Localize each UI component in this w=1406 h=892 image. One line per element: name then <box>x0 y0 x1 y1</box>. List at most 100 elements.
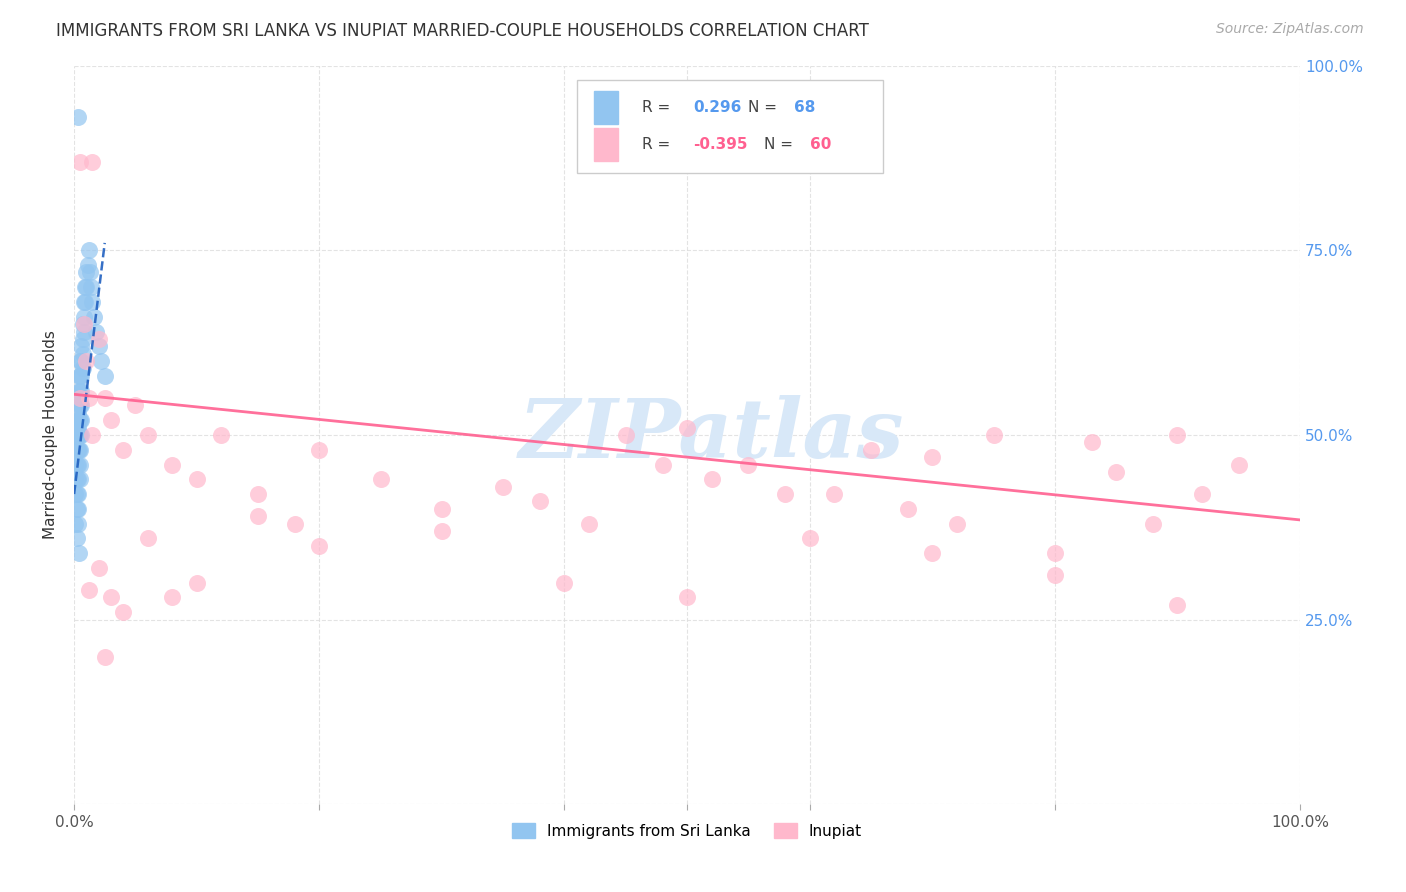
Point <box>1166 598 1188 612</box>
Point <box>430 501 453 516</box>
Point <box>80 280 103 294</box>
Point <box>66 442 89 457</box>
Point <box>75 280 97 294</box>
Point <box>186 575 208 590</box>
FancyBboxPatch shape <box>593 128 617 161</box>
Point <box>69 398 91 412</box>
Point <box>578 516 600 531</box>
Point <box>73 317 96 331</box>
Point <box>87 339 110 353</box>
Point <box>246 509 269 524</box>
Point <box>65 442 87 457</box>
Point <box>69 154 91 169</box>
Text: N =: N = <box>748 100 782 115</box>
Point <box>93 649 115 664</box>
Text: 60: 60 <box>810 137 831 153</box>
Point <box>921 546 943 560</box>
Legend: Immigrants from Sri Lanka, Inupiat: Immigrants from Sri Lanka, Inupiat <box>506 816 868 845</box>
Point <box>1080 435 1102 450</box>
Text: Source: ZipAtlas.com: Source: ZipAtlas.com <box>1216 22 1364 37</box>
Point <box>75 354 97 368</box>
Point <box>430 524 453 538</box>
FancyBboxPatch shape <box>593 92 617 124</box>
Point <box>136 532 159 546</box>
Point <box>87 561 110 575</box>
Point <box>67 546 90 560</box>
Point <box>72 317 94 331</box>
Point <box>66 391 89 405</box>
Point <box>1043 546 1066 560</box>
Point <box>70 384 93 398</box>
Point <box>69 428 91 442</box>
Point <box>945 516 967 531</box>
Point <box>67 398 90 412</box>
Point <box>66 111 89 125</box>
Text: -0.395: -0.395 <box>693 137 748 153</box>
Text: ZIPatlas: ZIPatlas <box>519 395 904 475</box>
Point <box>75 280 97 294</box>
Point <box>77 583 100 598</box>
Point <box>65 487 87 501</box>
Y-axis label: Married-couple Households: Married-couple Households <box>44 331 58 540</box>
Point <box>246 487 269 501</box>
Point <box>66 428 89 442</box>
Point <box>1043 568 1066 582</box>
Point <box>69 391 91 405</box>
Point <box>100 413 122 427</box>
Point <box>87 332 110 346</box>
Point <box>66 406 89 420</box>
Point <box>84 325 107 339</box>
Point <box>100 591 122 605</box>
Point <box>77 391 100 405</box>
Point <box>70 368 93 383</box>
Point <box>614 428 637 442</box>
Point <box>186 472 208 486</box>
Point <box>73 325 96 339</box>
Point <box>65 472 87 486</box>
Point <box>67 368 90 383</box>
Point <box>160 458 183 472</box>
Point <box>72 332 94 346</box>
Text: R =: R = <box>641 137 675 153</box>
Point <box>773 487 796 501</box>
Point <box>65 501 87 516</box>
Point <box>65 413 87 427</box>
Point <box>73 295 96 310</box>
Point <box>136 428 159 442</box>
Point <box>70 413 93 427</box>
Point <box>69 472 91 486</box>
Text: IMMIGRANTS FROM SRI LANKA VS INUPIAT MARRIED-COUPLE HOUSEHOLDS CORRELATION CHART: IMMIGRANTS FROM SRI LANKA VS INUPIAT MAR… <box>56 22 869 40</box>
Point <box>983 428 1005 442</box>
Point <box>823 487 845 501</box>
Point <box>93 391 115 405</box>
Point <box>1191 487 1213 501</box>
Point <box>70 398 93 412</box>
Point <box>75 265 97 279</box>
Point <box>66 501 89 516</box>
Point <box>1227 458 1250 472</box>
Point <box>69 384 91 398</box>
Point <box>82 154 104 169</box>
Point <box>921 450 943 464</box>
Point <box>112 442 135 457</box>
Point <box>66 472 89 486</box>
Point <box>308 539 330 553</box>
Point <box>700 472 723 486</box>
Point <box>66 516 89 531</box>
Point <box>553 575 575 590</box>
Point <box>529 494 551 508</box>
Point <box>859 442 882 457</box>
Point <box>65 428 87 442</box>
Text: N =: N = <box>765 137 799 153</box>
Point <box>65 487 87 501</box>
Point <box>799 532 821 546</box>
Point <box>70 339 93 353</box>
Point <box>1166 428 1188 442</box>
Point <box>83 310 105 324</box>
Point <box>65 532 87 546</box>
Point <box>676 591 699 605</box>
Point <box>77 244 100 258</box>
Point <box>69 368 91 383</box>
Text: 0.296: 0.296 <box>693 100 741 115</box>
Point <box>124 398 146 412</box>
